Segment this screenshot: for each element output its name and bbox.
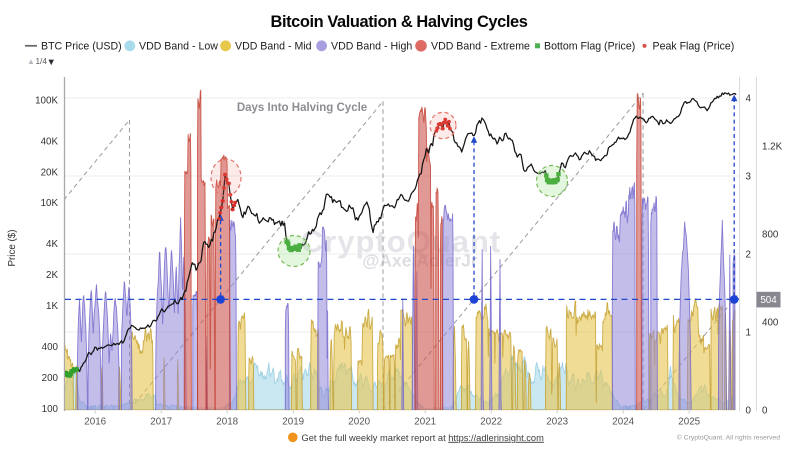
svg-text:▼: ▼ — [47, 57, 56, 68]
svg-text:800: 800 — [762, 229, 779, 240]
svg-text:2K: 2K — [46, 270, 58, 281]
svg-text:20K: 20K — [41, 167, 59, 178]
svg-text:504: 504 — [760, 295, 777, 306]
svg-text:Bitcoin Valuation & Halving Cy: Bitcoin Valuation & Halving Cycles — [271, 13, 528, 31]
svg-text:2016: 2016 — [84, 417, 106, 428]
svg-text:4: 4 — [746, 93, 752, 104]
svg-text:2022: 2022 — [480, 417, 502, 428]
svg-text:VDD Band - Low: VDD Band - Low — [139, 41, 218, 53]
svg-text:2018: 2018 — [216, 417, 238, 428]
svg-text:Price ($): Price ($) — [7, 229, 18, 266]
svg-text:VDD Band - Extreme: VDD Band - Extreme — [431, 41, 530, 53]
svg-text:© CryptoQuant. All rights rese: © CryptoQuant. All rights reserved — [677, 433, 780, 441]
svg-text:200: 200 — [42, 373, 59, 384]
svg-text:2023: 2023 — [546, 417, 568, 428]
svg-text:2017: 2017 — [150, 417, 172, 428]
svg-text:2025: 2025 — [678, 417, 700, 428]
svg-text:4K: 4K — [46, 239, 58, 250]
svg-text:0: 0 — [746, 405, 752, 416]
svg-text:1.2K: 1.2K — [762, 141, 783, 152]
svg-text:Get the full weekly market rep: Get the full weekly market report at htt… — [302, 433, 545, 443]
svg-text:Days Into Halving Cycle: Days Into Halving Cycle — [237, 102, 367, 114]
svg-text:100K: 100K — [35, 95, 58, 106]
svg-text:0: 0 — [762, 405, 768, 416]
svg-text:CryptoQuant: CryptoQuant — [301, 224, 501, 259]
svg-text:▲: ▲ — [27, 57, 35, 66]
svg-text:1: 1 — [746, 327, 751, 338]
svg-text:2024: 2024 — [612, 417, 634, 428]
svg-text:2019: 2019 — [282, 417, 304, 428]
svg-text:VDD Band - Mid: VDD Band - Mid — [235, 41, 312, 53]
svg-text:1/4: 1/4 — [36, 57, 48, 66]
svg-text:VDD Band - High: VDD Band - High — [331, 41, 412, 53]
svg-text:10K: 10K — [41, 198, 59, 209]
svg-text:3: 3 — [746, 171, 752, 182]
svg-text:Peak Flag (Price): Peak Flag (Price) — [653, 41, 735, 53]
svg-text:100: 100 — [42, 404, 59, 415]
svg-text:1K: 1K — [46, 301, 58, 312]
svg-text:2: 2 — [746, 249, 751, 260]
svg-text:2021: 2021 — [414, 417, 436, 428]
svg-text:Bottom Flag (Price): Bottom Flag (Price) — [544, 41, 635, 53]
svg-text:400: 400 — [42, 342, 59, 353]
svg-text:400: 400 — [762, 317, 779, 328]
svg-text:40K: 40K — [41, 136, 59, 147]
svg-text:BTC Price (USD): BTC Price (USD) — [41, 41, 122, 53]
svg-text:2020: 2020 — [348, 417, 370, 428]
